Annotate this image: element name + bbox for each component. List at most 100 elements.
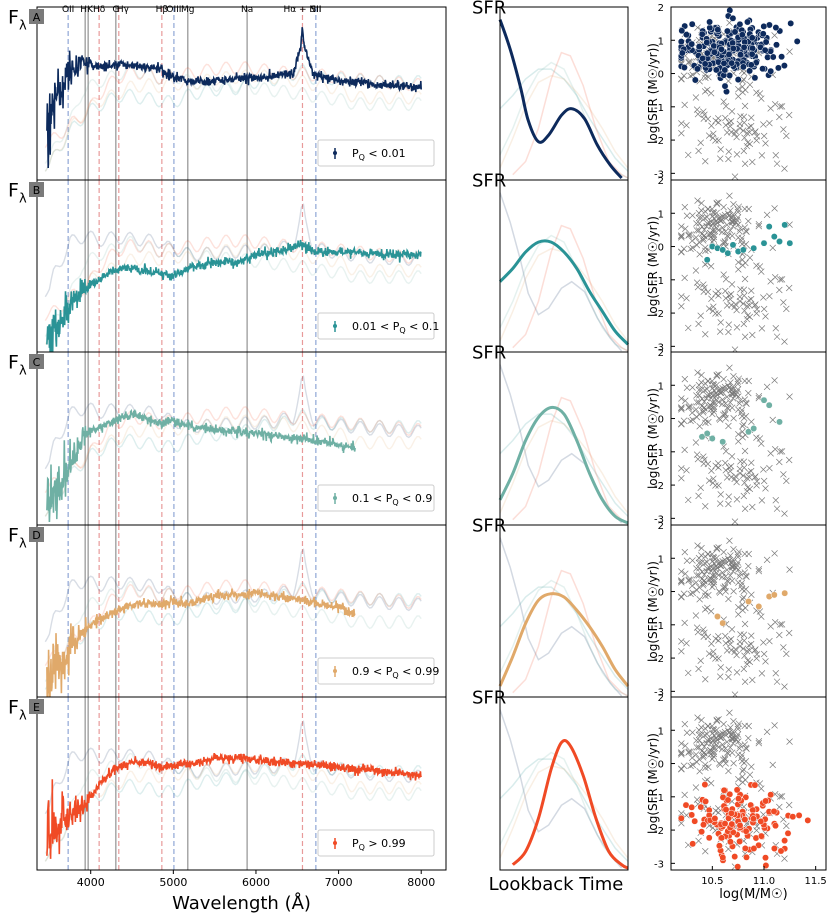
background-galaxy-cross bbox=[678, 120, 685, 127]
background-galaxy-cross bbox=[709, 410, 716, 418]
galaxy-point bbox=[778, 53, 786, 61]
line-label: Na bbox=[241, 5, 253, 15]
background-galaxy-cross bbox=[728, 473, 735, 481]
background-galaxy-cross bbox=[786, 393, 793, 400]
background-galaxy-cross bbox=[684, 151, 692, 159]
background-galaxy-cross bbox=[777, 448, 784, 455]
background-galaxy-cross bbox=[758, 440, 765, 447]
background-galaxy-cross bbox=[694, 283, 702, 291]
galaxy-point bbox=[750, 244, 758, 252]
x-tick-label: 11.5 bbox=[805, 876, 827, 887]
background-galaxy-cross bbox=[709, 572, 716, 579]
background-galaxy-cross bbox=[726, 744, 734, 751]
background-galaxy-cross bbox=[725, 500, 732, 508]
background-galaxy-cross bbox=[701, 589, 709, 596]
line-label: Mg bbox=[181, 5, 194, 15]
background-galaxy-cross bbox=[758, 497, 766, 504]
background-galaxy-cross bbox=[678, 232, 685, 240]
galaxy-point bbox=[703, 256, 711, 264]
galaxy-point bbox=[737, 51, 744, 59]
galaxy-point bbox=[718, 834, 726, 842]
background-galaxy-cross bbox=[763, 728, 771, 736]
y-tick-label: -2 bbox=[654, 826, 664, 837]
background-galaxy-cross bbox=[747, 295, 755, 303]
background-galaxy-cross bbox=[745, 389, 752, 397]
sfh-panel-2: SFR bbox=[472, 171, 630, 354]
background-galaxy-cross bbox=[720, 271, 727, 278]
background-galaxy-cross bbox=[739, 773, 746, 781]
row-label-text: C bbox=[33, 356, 41, 369]
background-galaxy-cross bbox=[755, 565, 763, 573]
galaxy-point bbox=[703, 49, 711, 57]
background-galaxy-cross bbox=[736, 120, 744, 128]
background-galaxy-cross bbox=[705, 650, 713, 657]
background-galaxy-cross bbox=[731, 518, 739, 525]
y-tick-label: -1 bbox=[654, 621, 664, 632]
y-tick-label: -1 bbox=[654, 793, 664, 804]
background-galaxy-cross bbox=[696, 251, 703, 258]
background-galaxy-cross bbox=[735, 776, 742, 783]
legend-box bbox=[317, 312, 435, 340]
background-galaxy-cross bbox=[725, 119, 733, 126]
background-galaxy-cross bbox=[703, 737, 711, 744]
background-galaxy-cross bbox=[739, 300, 747, 307]
background-galaxy-cross bbox=[741, 224, 749, 231]
sfh-y-label: SFR bbox=[472, 343, 506, 364]
background-galaxy-cross bbox=[700, 633, 708, 640]
background-galaxy-cross bbox=[760, 650, 768, 658]
galaxy-point bbox=[762, 38, 770, 46]
background-galaxy-cross bbox=[678, 810, 685, 817]
background-galaxy-cross bbox=[739, 645, 747, 652]
galaxy-point bbox=[770, 845, 778, 852]
background-galaxy-cross bbox=[681, 203, 689, 211]
background-galaxy-cross bbox=[713, 199, 720, 207]
background-galaxy-cross bbox=[727, 379, 734, 386]
galaxy-point bbox=[759, 30, 767, 38]
background-galaxy-cross bbox=[725, 595, 732, 603]
line-label: OII bbox=[62, 5, 74, 15]
background-galaxy-cross bbox=[743, 302, 751, 310]
galaxy-point bbox=[722, 806, 730, 814]
background-galaxy-cross bbox=[727, 552, 734, 559]
galaxy-point bbox=[734, 76, 742, 84]
background-galaxy-cross bbox=[696, 736, 703, 744]
background-galaxy-cross bbox=[678, 474, 685, 482]
background-galaxy-cross bbox=[678, 593, 685, 601]
line-label: HK bbox=[80, 5, 94, 15]
legend-marker-dot bbox=[333, 496, 337, 500]
background-galaxy-cross bbox=[739, 767, 746, 775]
background-galaxy-cross bbox=[767, 105, 774, 112]
galaxy-point bbox=[714, 26, 722, 34]
background-galaxy-cross bbox=[746, 81, 754, 89]
background-galaxy-cross bbox=[741, 160, 749, 167]
background-galaxy-cross bbox=[741, 505, 749, 512]
background-galaxy-cross bbox=[678, 647, 685, 655]
background-galaxy-cross bbox=[756, 90, 764, 97]
background-galaxy-cross bbox=[695, 147, 702, 155]
galaxy-point bbox=[757, 832, 765, 840]
background-galaxy-cross bbox=[772, 497, 780, 504]
galaxy-point bbox=[749, 815, 757, 823]
background-galaxy-cross bbox=[780, 126, 787, 133]
background-galaxy-cross bbox=[743, 487, 751, 495]
background-galaxy-cross bbox=[781, 510, 788, 517]
background-galaxy-cross bbox=[708, 735, 715, 743]
background-galaxy-cross bbox=[722, 632, 729, 640]
background-galaxy-cross bbox=[755, 222, 763, 230]
legend-label: 0.9 < PQ < 0.99 bbox=[352, 665, 439, 680]
galaxy-point bbox=[748, 34, 756, 42]
background-galaxy-cross bbox=[708, 122, 715, 129]
background-galaxy-cross bbox=[678, 404, 685, 411]
background-galaxy-cross bbox=[682, 742, 689, 750]
background-galaxy-cross bbox=[687, 245, 694, 253]
background-galaxy-cross bbox=[725, 767, 732, 775]
background-galaxy-cross bbox=[698, 716, 705, 724]
background-galaxy-cross bbox=[718, 228, 726, 236]
spectrum-y-label: Fλ bbox=[8, 697, 27, 724]
y-tick-label: -3 bbox=[654, 342, 664, 353]
galaxy-point bbox=[691, 76, 699, 84]
galaxy-point bbox=[720, 786, 728, 794]
background-galaxy-cross bbox=[728, 626, 736, 633]
background-galaxy-cross bbox=[721, 411, 729, 418]
background-galaxy-cross bbox=[727, 207, 734, 214]
